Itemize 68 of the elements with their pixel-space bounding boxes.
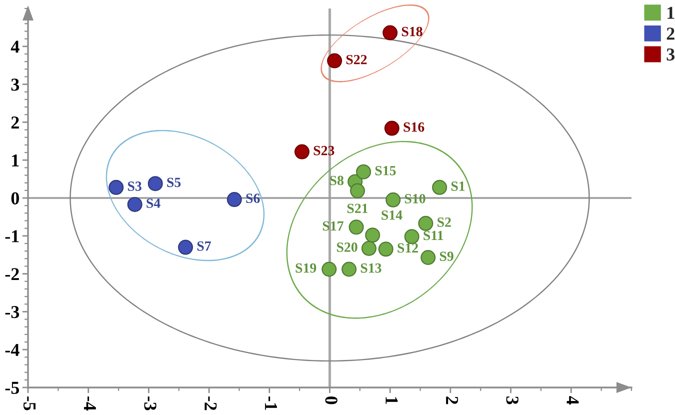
point — [418, 216, 434, 231]
annotation: S14 — [382, 210, 402, 220]
point — [361, 240, 376, 256]
y-tick-label: 2 — [11, 116, 19, 128]
annotation: S2 — [438, 218, 451, 227]
legend-label: 3 — [666, 48, 675, 61]
point — [378, 242, 394, 257]
annotation: S23 — [314, 146, 334, 156]
y-tick-label: -5 — [5, 382, 20, 394]
x-tick-label: 2 — [446, 396, 458, 404]
point — [356, 164, 372, 180]
annotation: S5 — [167, 178, 181, 188]
point — [108, 180, 124, 195]
y-tick-label: 3 — [11, 78, 20, 91]
annotation: S12 — [398, 243, 418, 253]
y-tick-label: -4 — [5, 344, 20, 356]
x-tick-label: 3 — [506, 396, 518, 404]
y-tick-label: 1 — [12, 154, 19, 166]
point — [294, 144, 310, 160]
y-tick-label: -1 — [5, 230, 19, 242]
point — [365, 228, 380, 243]
point — [178, 240, 194, 255]
point — [420, 250, 436, 265]
x-tick-label: 1 — [386, 397, 398, 404]
point — [127, 196, 142, 212]
annotation: S6 — [246, 194, 260, 203]
point — [384, 120, 400, 136]
y-tick-label: 0 — [11, 192, 19, 204]
annotation: S9 — [440, 252, 454, 261]
annotation: S1 — [451, 182, 465, 191]
y-tick-label: -2 — [5, 268, 19, 280]
legend-label: 1 — [668, 6, 674, 19]
annotation: S13 — [360, 263, 382, 273]
point — [148, 176, 163, 192]
annotation: S17 — [322, 221, 344, 231]
annotation: S21 — [347, 204, 368, 214]
point — [226, 192, 242, 208]
point — [386, 192, 401, 208]
point — [322, 262, 337, 277]
annotation: S18 — [402, 26, 422, 36]
annotation: S16 — [404, 122, 424, 132]
point — [348, 220, 364, 235]
y-tick-label: 4 — [10, 40, 20, 53]
x-tick-label: -5 — [23, 396, 36, 410]
point — [342, 262, 357, 277]
annotation: S10 — [404, 194, 426, 204]
annotation: S20 — [336, 242, 358, 252]
annotation: S7 — [197, 241, 211, 251]
point — [382, 25, 398, 40]
annotation: S3 — [128, 182, 142, 191]
point — [404, 229, 420, 244]
annotation: S11 — [424, 230, 444, 240]
x-tick-label: -3 — [144, 396, 156, 410]
annotation: S15 — [375, 166, 396, 176]
x-tick-label: -4 — [84, 396, 96, 411]
point — [350, 183, 365, 198]
annotation: S4 — [146, 198, 160, 208]
annotation: S8 — [330, 176, 344, 186]
point — [327, 53, 342, 68]
x-tick-label: 4 — [566, 396, 579, 405]
point — [432, 180, 448, 195]
legend-label: 2 — [666, 28, 674, 40]
y-tick-label: -3 — [5, 306, 20, 318]
x-tick-label: -2 — [204, 396, 217, 410]
annotation: S22 — [346, 54, 367, 64]
x-tick-label: 0 — [325, 396, 338, 404]
annotation: S19 — [296, 263, 316, 273]
x-tick-label: -1 — [265, 396, 277, 410]
